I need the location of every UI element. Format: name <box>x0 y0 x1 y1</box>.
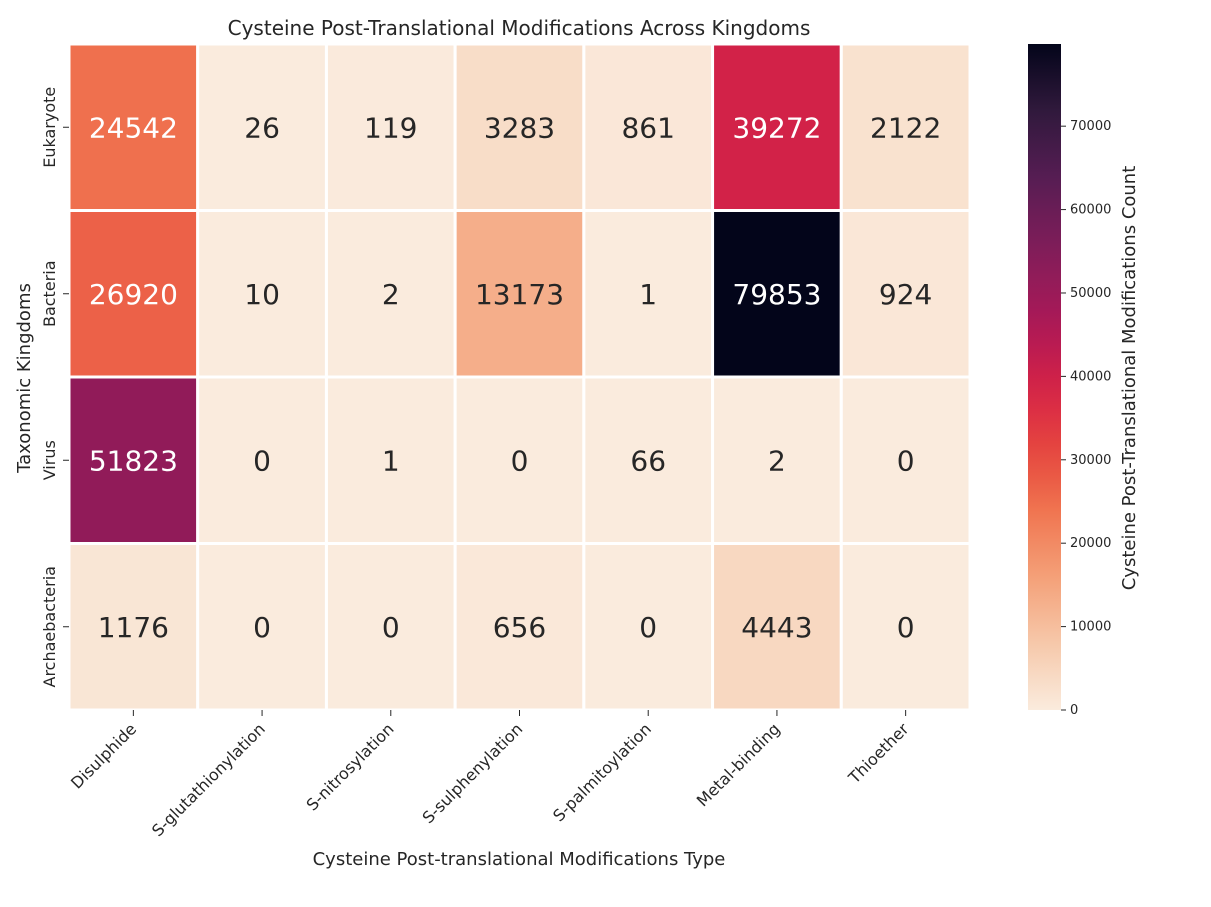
cell-value-label: 861 <box>621 111 674 144</box>
heatmap-cell <box>324 209 457 379</box>
cell-value-label: 1176 <box>98 611 169 644</box>
heatmap-cell <box>324 42 457 212</box>
heatmap-cell <box>196 542 328 712</box>
cell-value-label: 119 <box>364 111 417 144</box>
y-axis-label: Taxonomic Kingdoms <box>14 283 35 474</box>
heatmap-cell <box>711 542 843 712</box>
cell-value-label: 39272 <box>732 111 821 144</box>
cell-value-label: 79853 <box>732 278 821 311</box>
x-tick-label: S-nitrosylation <box>302 719 397 814</box>
cell-value-label: 2 <box>382 278 400 311</box>
cell-value-label: 4443 <box>741 611 812 644</box>
cell-value-label: 0 <box>897 611 915 644</box>
heatmap-cell <box>196 375 328 545</box>
cell-value-label: 0 <box>382 611 400 644</box>
x-axis-label: Cysteine Post-translational Modification… <box>313 849 726 870</box>
y-axis-ticks: Eukaryote Bacteria Virus Archaebacteria <box>40 87 69 687</box>
colorbar-tick-label: 20000 <box>1070 536 1111 551</box>
x-tick-label: S-glutathionylation <box>148 719 269 840</box>
colorbar-ticks: 0 10000 20000 30000 40000 50000 60000 70000 <box>1061 119 1111 718</box>
cell-value-label: 10 <box>244 278 280 311</box>
heatmap-cell <box>711 375 843 545</box>
colorbar-tick-label: 50000 <box>1070 286 1111 301</box>
colorbar-tick-label: 40000 <box>1070 369 1111 384</box>
cell-value-label: 924 <box>879 278 932 311</box>
x-tick-label: Metal-binding <box>693 719 784 810</box>
colorbar-label: Cysteine Post-Translational Modification… <box>1119 166 1140 591</box>
x-axis-ticks: Disulphide S-glutathionylation S-nitrosyla… <box>67 710 913 840</box>
cell-value-label: 13173 <box>475 278 564 311</box>
colorbar-tick-label: 70000 <box>1070 119 1111 134</box>
cell-value-label: 0 <box>511 444 529 477</box>
heatmap-cell <box>196 42 328 212</box>
heatmap-cell <box>839 375 972 545</box>
x-tick-label: S-sulphenylation <box>418 719 526 827</box>
cell-value-label: 26 <box>244 111 280 144</box>
chart-title: Cysteine Post-Translational Modification… <box>228 16 811 40</box>
colorbar-tick-label: 10000 <box>1070 620 1111 635</box>
heatmap-cell <box>324 375 457 545</box>
colorbar-tick-label: 30000 <box>1070 453 1111 468</box>
x-tick-label: S-palmitoylation <box>549 719 655 825</box>
cell-value-label: 66 <box>630 444 666 477</box>
cell-value-label: 0 <box>253 611 271 644</box>
x-tick-label: Disulphide <box>67 719 140 792</box>
y-tick-label: Eukaryote <box>40 87 59 168</box>
heatmap-cell <box>711 42 843 212</box>
colorbar <box>1028 44 1061 710</box>
cell-value-label: 1 <box>639 278 657 311</box>
heatmap-cell <box>839 209 972 379</box>
cell-value-label: 51823 <box>89 444 178 477</box>
y-tick-label: Bacteria <box>40 260 59 327</box>
y-tick-label: Archaebacteria <box>40 566 59 687</box>
y-tick-label: Virus <box>40 440 59 480</box>
cell-value-label: 2122 <box>870 111 941 144</box>
cell-value-label: 656 <box>493 611 546 644</box>
colorbar-tick-label: 0 <box>1070 703 1078 718</box>
cell-value-label: 3283 <box>484 111 555 144</box>
cell-value-label: 2 <box>768 444 786 477</box>
heatmap-cell <box>67 542 200 712</box>
heatmap-cell <box>453 375 586 545</box>
heatmap-cell <box>67 42 200 212</box>
cell-value-label: 26920 <box>89 278 178 311</box>
colorbar-tick-label: 60000 <box>1070 203 1111 218</box>
cell-value-label: 0 <box>253 444 271 477</box>
x-tick-label: Thioether <box>844 719 913 788</box>
cell-value-label: 0 <box>897 444 915 477</box>
heatmap-cell <box>582 209 715 379</box>
cell-value-label: 24542 <box>89 111 178 144</box>
heatmap-cell <box>839 542 972 712</box>
cell-value-label: 1 <box>382 444 400 477</box>
cell-value-label: 0 <box>639 611 657 644</box>
heatmap-cell <box>582 375 715 545</box>
